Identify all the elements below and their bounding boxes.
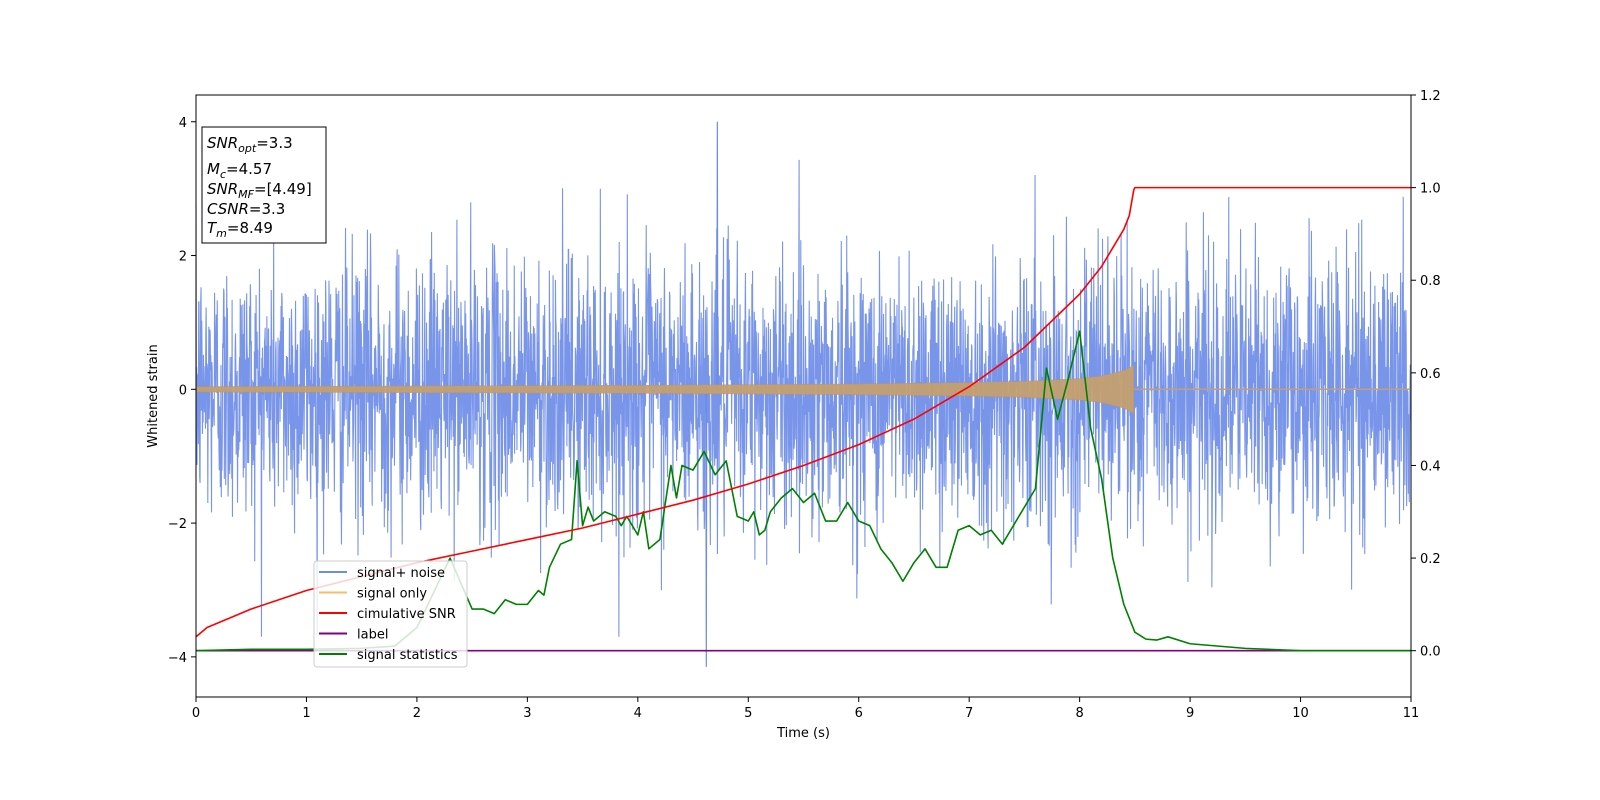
series-line-signal-noise bbox=[196, 159, 1411, 637]
y-axis-left: 4 2 0 −2 −4 bbox=[168, 116, 196, 666]
y2-tick-label: 0.4 bbox=[1420, 459, 1441, 474]
y2-tick-label: 1.0 bbox=[1420, 182, 1441, 197]
info-symbol: SNR bbox=[207, 134, 238, 152]
info-snr-opt: SNRopt=3.3 bbox=[207, 134, 293, 155]
legend-label: signal+ noise bbox=[357, 566, 445, 581]
info-value: =8.49 bbox=[227, 219, 273, 237]
info-subscript: c bbox=[220, 168, 226, 181]
y-axis-label: Whitened strain bbox=[146, 344, 161, 447]
y2-tick-label: 0.0 bbox=[1420, 645, 1441, 660]
x-tick-label: 4 bbox=[634, 706, 642, 721]
x-tick-label: 0 bbox=[192, 706, 200, 721]
x-tick-label: 3 bbox=[523, 706, 531, 721]
y2-tick-label: 0.2 bbox=[1420, 552, 1441, 567]
noise-spike-0 bbox=[716, 121, 719, 390]
info-value: =3.3 bbox=[256, 134, 292, 152]
info-mc: Mc=4.57 bbox=[207, 160, 272, 181]
info-symbol: CSNR bbox=[207, 200, 249, 218]
legend-label: signal only bbox=[357, 587, 427, 602]
x-tick-label: 10 bbox=[1292, 706, 1309, 721]
info-symbol: SNR bbox=[207, 180, 238, 198]
axes-frame bbox=[195, 94, 1412, 698]
info-subscript: opt bbox=[238, 142, 257, 155]
info-csnr: CSNR=3.3 bbox=[207, 200, 285, 218]
info-box-frame bbox=[201, 126, 327, 244]
info-snr-mf: SNRMF=[4.49] bbox=[207, 180, 312, 201]
info-subscript: MF bbox=[238, 188, 254, 201]
legend-label: cimulative SNR bbox=[357, 607, 456, 622]
info-subscript: m bbox=[216, 227, 227, 240]
legend: signal+ noise signal only cimulative SNR la… bbox=[313, 560, 468, 668]
legend-frame bbox=[313, 560, 468, 668]
noise-spike-1 bbox=[705, 389, 708, 667]
y2-tick-label: 1.2 bbox=[1420, 89, 1441, 104]
x-tick-label: 8 bbox=[1075, 706, 1083, 721]
info-symbol: M bbox=[207, 160, 220, 178]
series-fill-signal-only bbox=[196, 364, 1135, 414]
series-line-cumulative-snr bbox=[196, 186, 1411, 638]
x-axis-label: Time (s) bbox=[776, 726, 830, 741]
y-tick-label: −2 bbox=[168, 517, 187, 532]
x-tick-label: 5 bbox=[744, 706, 752, 721]
info-tm: Tm=8.49 bbox=[207, 219, 273, 240]
series-line-signal-statistics bbox=[196, 330, 1411, 652]
info-value: =[4.49] bbox=[254, 180, 312, 198]
legend-label: label bbox=[357, 628, 388, 643]
info-symbol: T bbox=[207, 219, 218, 237]
legend-label: signal statistics bbox=[357, 648, 458, 663]
x-tick-label: 6 bbox=[855, 706, 863, 721]
x-tick-label: 1 bbox=[302, 706, 310, 721]
y-tick-label: −4 bbox=[168, 651, 187, 666]
x-tick-label: 2 bbox=[413, 706, 421, 721]
y2-tick-label: 0.8 bbox=[1420, 274, 1441, 289]
info-value: =4.57 bbox=[226, 160, 272, 178]
x-tick-label: 11 bbox=[1403, 706, 1420, 721]
info-value: =3.3 bbox=[249, 200, 285, 218]
x-axis: 0 1 2 3 4 5 6 7 8 9 10 11 bbox=[192, 697, 1419, 721]
info-box: SNRopt=3.3Mc=4.57SNRMF=[4.49]CSNR=3.3Tm=… bbox=[201, 126, 327, 244]
y2-tick-label: 0.6 bbox=[1420, 367, 1441, 382]
x-tick-label: 9 bbox=[1186, 706, 1194, 721]
y-tick-label: 0 bbox=[179, 383, 187, 398]
y-tick-label: 4 bbox=[179, 116, 187, 131]
y-axis-right: 1.2 1.0 0.8 0.6 0.4 0.2 0.0 bbox=[1411, 89, 1441, 660]
y-tick-label: 2 bbox=[179, 250, 187, 265]
x-tick-label: 7 bbox=[965, 706, 973, 721]
